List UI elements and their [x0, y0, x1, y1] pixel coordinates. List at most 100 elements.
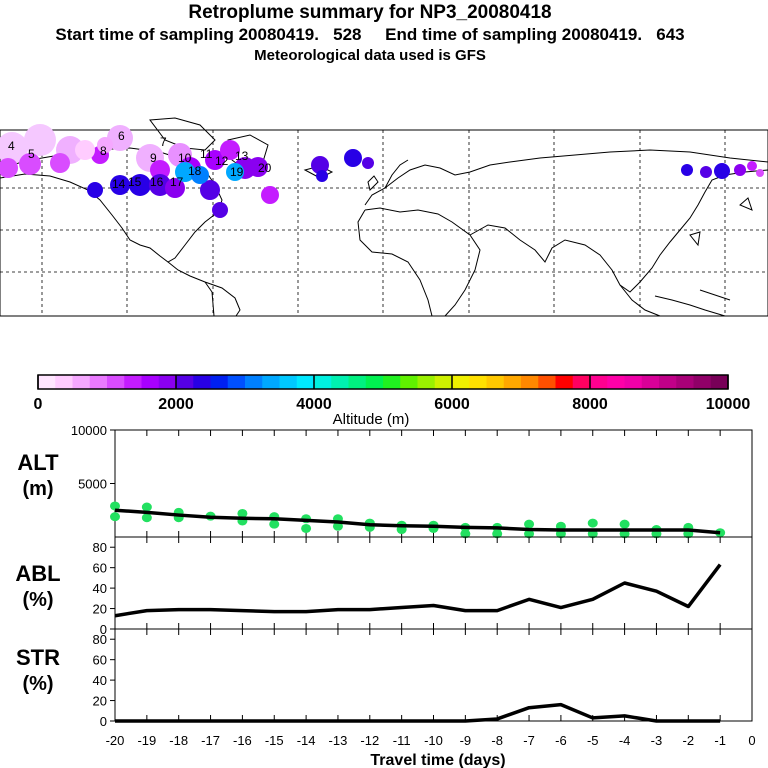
x-tick-label: -5	[587, 733, 599, 748]
altitude-colorbar: 0 2000 4000 6000 8000 10000 Altitude (m)	[34, 374, 751, 428]
plume-dot	[734, 164, 746, 176]
colorbar-swatch	[555, 375, 574, 389]
colorbar-swatch	[503, 375, 522, 389]
plume-dot	[0, 158, 18, 178]
plume-dot	[150, 160, 170, 180]
colorbar-swatch	[521, 375, 539, 389]
colorbar-swatch	[296, 375, 315, 389]
colorbar-swatch	[210, 375, 229, 389]
y-tick-label: 80	[93, 540, 107, 555]
y-tick-label: 10000	[71, 423, 107, 438]
plume-day-label: 9	[150, 151, 157, 165]
alt-scatter-point	[110, 512, 120, 522]
colorbar-swatch	[176, 375, 194, 389]
plume-dot	[362, 157, 374, 169]
colorbar-swatch	[245, 375, 263, 389]
colorbar-swatch	[348, 375, 367, 389]
plume-dot	[107, 125, 133, 151]
x-tick-label: -2	[683, 733, 695, 748]
x-tick-label: -12	[360, 733, 379, 748]
colorbar-swatch	[55, 375, 73, 389]
colorbar-swatch	[400, 375, 418, 389]
y-tick-label: 0	[100, 714, 107, 729]
colorbar-swatch	[590, 375, 608, 389]
plume-dot	[226, 163, 244, 181]
colorbar-swatch	[141, 375, 160, 389]
x-tick-label: -13	[329, 733, 348, 748]
plume-dot	[200, 180, 220, 200]
alt-scatter-point	[492, 529, 503, 539]
plume-dot	[175, 162, 195, 182]
plume-day-label: 12	[215, 154, 229, 168]
plume-dot	[212, 202, 228, 218]
colorbar-swatch	[486, 375, 505, 389]
sampling-times: Start time of sampling 20080419. 528 End…	[55, 25, 685, 44]
plume-day-label: 13	[235, 149, 249, 163]
colorbar-tick-label: 8000	[572, 396, 608, 413]
time-series-panels: 5000 10000 ALT (m) 0 20 40 60 80 ABL (%) 0 20 40 60 80 S…	[15, 423, 755, 768]
panel-unit-str: (%)	[22, 673, 53, 695]
colorbar-swatch	[89, 375, 108, 389]
alt-scatter-point	[110, 501, 120, 511]
plume-dot	[24, 124, 56, 156]
alt-scatter-point	[460, 529, 471, 539]
panel-alt: 5000 10000 ALT (m)	[17, 423, 753, 539]
colorbar-swatch	[538, 375, 556, 389]
colorbar-tick-label: 2000	[158, 396, 194, 413]
colorbar-swatch	[331, 375, 349, 389]
x-tick-label: -16	[233, 733, 252, 748]
alt-scatter-point	[524, 519, 535, 529]
plume-dot	[316, 170, 328, 182]
panel-label-alt: ALT	[17, 450, 59, 475]
colorbar-swatch	[434, 375, 453, 389]
colorbar-swatch	[227, 375, 246, 389]
alt-scatter-point	[141, 513, 152, 523]
y-tick-label: 0	[100, 622, 107, 637]
colorbar-swatch	[624, 375, 643, 389]
plume-day-label: 5	[28, 147, 35, 161]
colorbar-swatch	[365, 375, 384, 389]
plume-day-label: 17	[170, 175, 184, 189]
x-tick-label: -3	[651, 733, 663, 748]
colorbar-tick-label: 6000	[434, 396, 470, 413]
x-tick-label: 0	[748, 733, 755, 748]
colorbar-swatch	[693, 375, 712, 389]
plume-dot	[87, 182, 103, 198]
panel-label-str: STR	[16, 645, 60, 670]
x-tick-label: -10	[424, 733, 443, 748]
colorbar-swatch	[124, 375, 142, 389]
plume-dot	[129, 174, 151, 196]
panel-unit-alt: (m)	[22, 478, 53, 500]
x-tick-label: -11	[393, 733, 411, 748]
colorbar-swatch	[659, 375, 677, 389]
plume-dot	[756, 169, 764, 177]
x-tick-label: -6	[555, 733, 567, 748]
plume-day-label: 8	[100, 144, 107, 158]
alt-scatter-point	[237, 508, 248, 518]
colorbar-swatch	[158, 375, 177, 389]
plume-day-label: 4	[8, 139, 15, 153]
plume-day-label: 10	[178, 151, 192, 165]
colorbar-swatch	[383, 375, 401, 389]
colorbar-swatch	[262, 375, 280, 389]
coastlines	[0, 117, 768, 317]
x-tick-label: -1	[714, 733, 726, 748]
colorbar-tick-label: 4000	[296, 396, 332, 413]
y-tick-label: 20	[93, 602, 107, 617]
colorbar-swatch	[452, 375, 470, 389]
colorbar-swatch	[417, 375, 436, 389]
x-axis-label: Travel time (days)	[370, 752, 505, 768]
x-tick-label: -15	[265, 733, 284, 748]
colorbar-swatch	[314, 375, 332, 389]
x-tick-label: -4	[619, 733, 631, 748]
colorbar-tick-label: 10000	[706, 396, 751, 413]
plume-dot	[248, 157, 268, 177]
alt-scatter-point	[332, 521, 343, 531]
colorbar-swatch	[469, 375, 487, 389]
plume-dot	[50, 153, 70, 173]
plume-dot	[205, 150, 225, 170]
plume-dot	[747, 161, 757, 171]
plume-day-label: 16	[150, 175, 164, 189]
